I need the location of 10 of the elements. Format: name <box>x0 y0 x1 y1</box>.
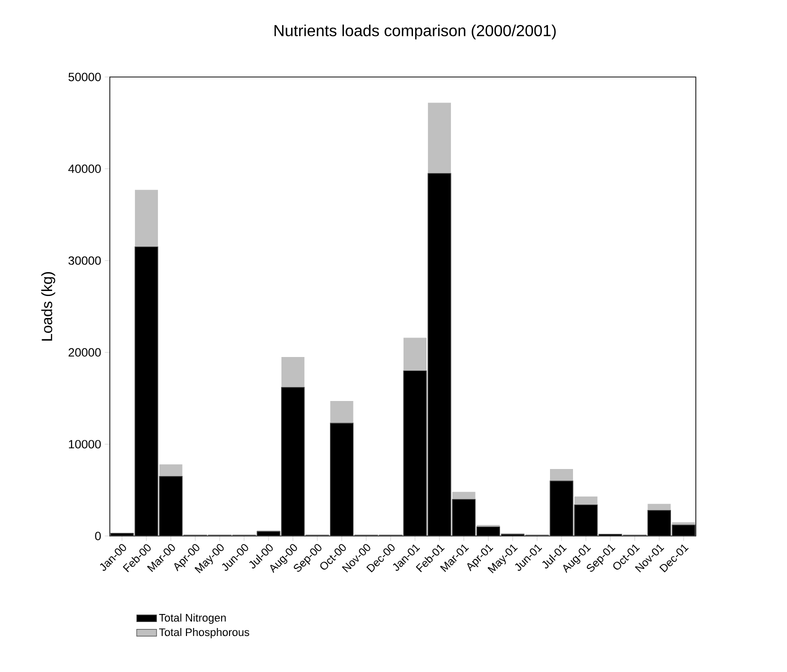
y-tick-label: 10000 <box>68 440 101 448</box>
legend-label: Total Phosphorous <box>159 628 250 638</box>
chart-title: Nutrients loads comparison (2000/2001) <box>274 24 556 40</box>
y-tick-label: 20000 <box>68 348 101 357</box>
y-tick-label: 40000 <box>68 164 101 174</box>
legend-label: Total Nitrogen <box>159 614 226 624</box>
y-tick-label: 50000 <box>68 72 101 82</box>
y-tick-label: 30000 <box>68 256 101 265</box>
y-axis-title: Loads (kg) <box>41 272 56 341</box>
y-tick-label: 0 <box>95 532 101 540</box>
